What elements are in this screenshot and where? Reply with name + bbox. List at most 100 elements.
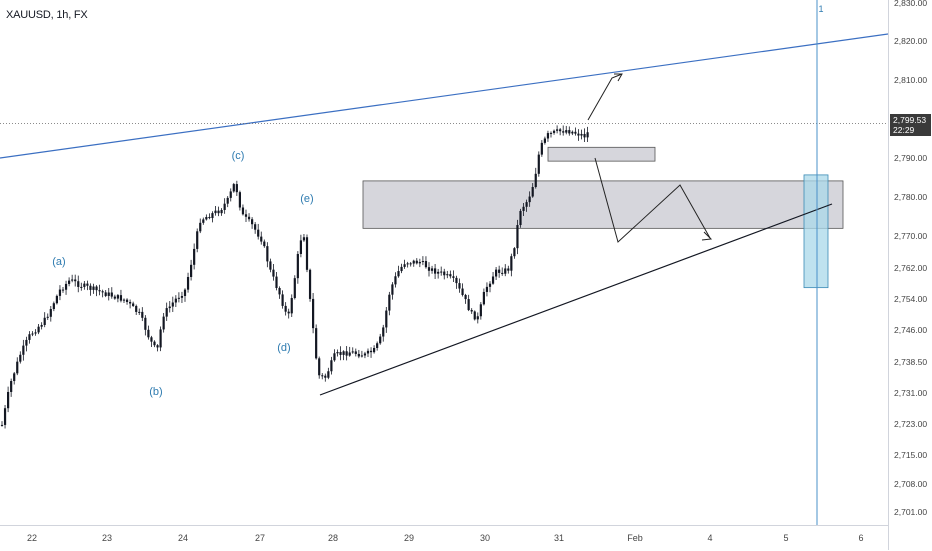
candle-body bbox=[144, 317, 147, 330]
candle-body bbox=[229, 191, 232, 198]
price-tick: 2,746.00 bbox=[894, 325, 928, 335]
price-tick: 2,723.00 bbox=[894, 419, 928, 429]
candle-body bbox=[351, 351, 354, 353]
wave-label-c: (c) bbox=[231, 150, 245, 162]
chart-area[interactable]: XAUUSD, 1h, FX (a) (b) (c) (d) (e) 1 bbox=[0, 0, 888, 525]
candle-body bbox=[107, 292, 110, 296]
candle-body bbox=[354, 351, 357, 354]
time-axis[interactable]: 22 23 24 27 28 29 30 31 Feb 4 5 6 bbox=[0, 525, 888, 551]
candle-body bbox=[16, 361, 19, 374]
candle-body bbox=[129, 301, 132, 304]
candle-body bbox=[412, 260, 415, 264]
candle-body bbox=[293, 278, 296, 299]
candle-body bbox=[290, 298, 293, 314]
time-tick: 22 bbox=[26, 533, 38, 543]
candle-body bbox=[504, 268, 507, 274]
candle-body bbox=[147, 329, 150, 338]
candle-body bbox=[577, 133, 580, 136]
candle-body bbox=[168, 306, 171, 309]
candle-body bbox=[391, 284, 394, 295]
candle-body bbox=[278, 287, 281, 295]
candle-body bbox=[101, 291, 104, 293]
candle-body bbox=[299, 240, 302, 254]
candle-body bbox=[77, 281, 80, 287]
candle-body bbox=[446, 274, 449, 276]
candle-body bbox=[61, 289, 65, 291]
candle-body bbox=[260, 236, 263, 242]
candle-body bbox=[132, 303, 135, 306]
symbol-title: XAUUSD, 1h, FX bbox=[6, 9, 88, 21]
price-tick: 2,820.00 bbox=[894, 36, 928, 46]
candle-body bbox=[46, 316, 49, 318]
candle-body bbox=[275, 276, 278, 288]
candle-body bbox=[196, 231, 199, 249]
candle-body bbox=[534, 173, 537, 188]
candle-body bbox=[443, 271, 446, 276]
candle-body bbox=[348, 352, 351, 356]
price-axis[interactable]: 2,830.00 2,820.00 2,810.00 2,790.00 2,78… bbox=[888, 0, 932, 550]
candle-body bbox=[22, 345, 25, 355]
price-tick: 2,770.00 bbox=[894, 231, 928, 241]
candle-body bbox=[244, 214, 248, 217]
price-chart[interactable] bbox=[0, 0, 888, 525]
candle-body bbox=[488, 283, 492, 287]
candle-body bbox=[89, 285, 92, 290]
candle-body bbox=[251, 219, 254, 225]
candle-body bbox=[568, 130, 571, 134]
candle-body bbox=[40, 324, 43, 327]
candle-body bbox=[458, 283, 461, 289]
candle-body bbox=[513, 248, 516, 257]
candle-body bbox=[357, 353, 360, 357]
candle-body bbox=[452, 276, 455, 278]
candle-body bbox=[388, 294, 391, 311]
candle-body bbox=[345, 351, 348, 356]
candle-body bbox=[434, 268, 437, 274]
candle-body bbox=[211, 213, 214, 219]
candle-body bbox=[552, 130, 556, 133]
candle-body bbox=[495, 269, 498, 277]
candle-body bbox=[186, 276, 190, 290]
candle-body bbox=[571, 131, 574, 134]
candle-body bbox=[122, 299, 126, 301]
time-tick: 27 bbox=[254, 533, 266, 543]
candle-body bbox=[34, 332, 37, 334]
candle-body bbox=[363, 353, 367, 356]
candle-body bbox=[394, 276, 397, 285]
candle-body bbox=[272, 269, 275, 277]
candle-body bbox=[254, 224, 257, 230]
candle-body bbox=[330, 360, 333, 372]
candle-body bbox=[574, 131, 577, 134]
candle-body bbox=[586, 132, 589, 138]
candle-body bbox=[382, 327, 385, 337]
time-tick: Feb bbox=[627, 533, 643, 543]
candle-body bbox=[461, 288, 464, 295]
candle-body bbox=[74, 279, 77, 282]
candle-body bbox=[403, 264, 406, 267]
candle-body bbox=[376, 343, 379, 348]
candle-body bbox=[64, 283, 68, 290]
lower-trendline bbox=[319, 203, 833, 396]
time-tick: 23 bbox=[101, 533, 113, 543]
candle-body bbox=[266, 246, 269, 262]
candle-body bbox=[174, 298, 177, 303]
candle-body bbox=[180, 295, 184, 298]
time-tick: 24 bbox=[177, 533, 189, 543]
candle-body bbox=[165, 308, 168, 317]
candle-body bbox=[455, 277, 458, 284]
wave-label-b: (b) bbox=[149, 386, 163, 398]
candle-body bbox=[397, 271, 400, 277]
candle-body bbox=[522, 206, 525, 211]
candle-body bbox=[583, 133, 586, 138]
candle-body bbox=[263, 241, 266, 247]
candle-body bbox=[71, 279, 74, 281]
candle-body bbox=[10, 381, 13, 392]
candle-body bbox=[373, 347, 376, 353]
candle-body bbox=[360, 355, 363, 357]
wave-label-d: (d) bbox=[277, 342, 291, 354]
candle-body bbox=[546, 133, 550, 139]
time-tick: 28 bbox=[327, 533, 339, 543]
candle-body bbox=[315, 328, 318, 359]
candle-body bbox=[324, 375, 327, 378]
candle-body bbox=[141, 311, 144, 318]
target-box bbox=[803, 174, 829, 289]
